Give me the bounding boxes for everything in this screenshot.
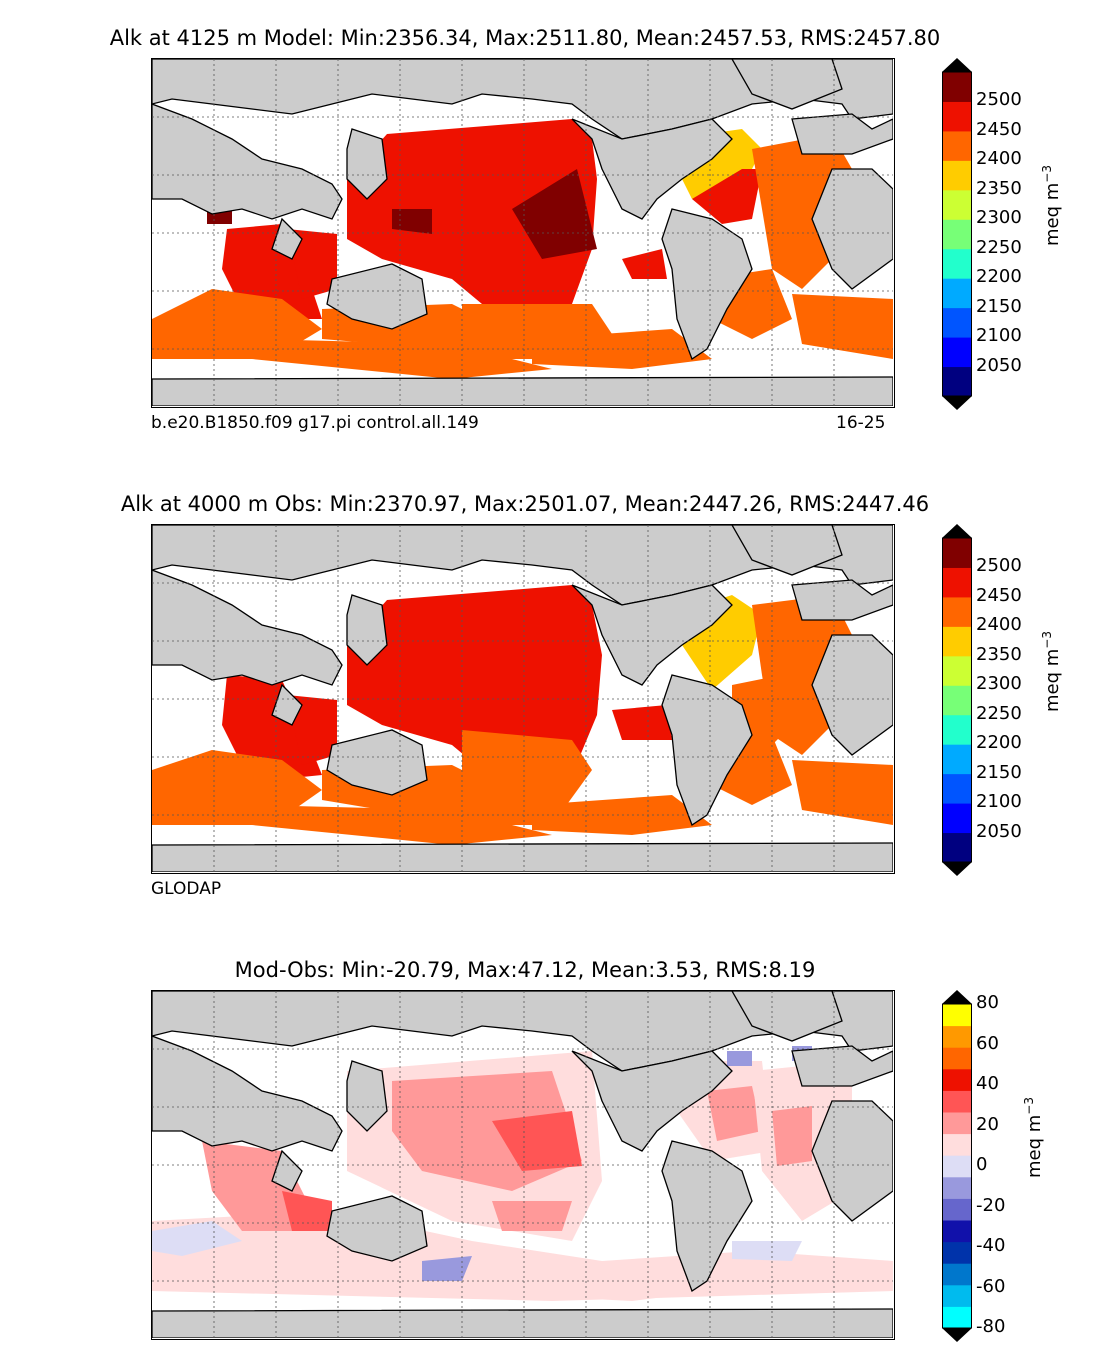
land: [152, 59, 893, 406]
colorbar-segment: [942, 832, 972, 863]
colorbar-segment: [942, 1241, 972, 1264]
colorbar-tick-label: 2100: [976, 325, 1022, 347]
footer-years: 16-25: [836, 413, 886, 433]
gridlines: [152, 991, 893, 1338]
colorbar-segment: [942, 307, 972, 338]
colorbar-tick-label: 2350: [976, 643, 1022, 665]
ocean-field-model: [152, 119, 893, 379]
colorbar-segment: [942, 714, 972, 745]
colorbar-segment: [942, 72, 972, 102]
colorbar-segment: [942, 1306, 972, 1329]
colorbar: [942, 58, 972, 410]
colorbar-tick-label: 20: [976, 1113, 999, 1135]
colorbar-tick-label: 60: [976, 1032, 999, 1054]
colorbar-tick-label: 2200: [976, 266, 1022, 288]
colorbar-segment: [942, 773, 972, 804]
colorbar-segment: [942, 278, 972, 309]
land: [152, 525, 893, 872]
panel-title: Alk at 4000 m Obs: Min:2370.97, Max:2501…: [120, 492, 930, 516]
colorbar-segment: [942, 685, 972, 716]
ocean-field-obs: [152, 585, 893, 845]
colorbar-segment: [942, 337, 972, 368]
colorbar-tick-label: 2400: [976, 148, 1022, 170]
colorbar-tick-label: 2400: [976, 614, 1022, 636]
colorbar-tick-label: 2150: [976, 761, 1022, 783]
footer-source: GLODAP: [151, 879, 222, 899]
panel-diff: Mod-Obs: Min:-20.79, Max:47.12, Mean:3.5…: [0, 932, 1096, 1372]
colorbar-tick-label: 2500: [976, 555, 1022, 577]
colorbar-segment: [942, 1090, 972, 1113]
colorbar-tick-label: 2300: [976, 673, 1022, 695]
colorbar-segment: [942, 189, 972, 220]
colorbar-segment: [942, 1263, 972, 1286]
map-model: [151, 58, 895, 408]
colorbar-segment: [942, 1220, 972, 1243]
colorbar-tick-label: 2450: [976, 584, 1022, 606]
colorbar-extend-low: [942, 862, 972, 876]
panel-title: Mod-Obs: Min:-20.79, Max:47.12, Mean:3.5…: [234, 958, 816, 982]
colorbar-segment: [942, 1112, 972, 1135]
colorbar-segment: [942, 1176, 972, 1199]
colorbar-segment: [942, 1004, 972, 1027]
map-obs: [151, 524, 895, 874]
colorbar-tick-label: 2150: [976, 295, 1022, 317]
colorbar-segment: [942, 366, 972, 397]
colorbar-units: meq m−3: [1022, 1097, 1045, 1178]
colorbar-segment: [942, 101, 972, 132]
colorbar-extend-high: [942, 524, 972, 538]
land: [152, 991, 893, 1338]
panel-obs: Alk at 4000 m Obs: Min:2370.97, Max:2501…: [0, 466, 1096, 906]
colorbar-tick-label: 80: [976, 992, 999, 1013]
colorbar-segment: [942, 596, 972, 627]
colorbar-extend-low: [942, 396, 972, 410]
colorbar-segment: [942, 1198, 972, 1221]
colorbar-tick-label: 2250: [976, 236, 1022, 258]
colorbar-tick-label: -40: [976, 1235, 1006, 1256]
colorbar-tick-label: -80: [976, 1316, 1006, 1337]
colorbar-tick-label: 2250: [976, 702, 1022, 724]
panel-title: Alk at 4125 m Model: Min:2356.34, Max:25…: [109, 26, 941, 50]
colorbar-segment: [942, 803, 972, 834]
footer-case-name: b.e20.B1850.f09 g17.pi control.all.149: [151, 413, 479, 433]
colorbar-tick-label: 2100: [976, 791, 1022, 813]
colorbar: [942, 524, 972, 876]
panel-model: Alk at 4125 m Model: Min:2356.34, Max:25…: [0, 0, 1096, 440]
colorbar-extend-low: [942, 1328, 972, 1342]
colorbar-tick-label: -60: [976, 1275, 1006, 1297]
colorbar-tick-label: 2050: [976, 354, 1022, 376]
colorbar-segment: [942, 655, 972, 686]
colorbar-segment: [942, 130, 972, 161]
colorbar-tick-label: 2300: [976, 207, 1022, 229]
colorbar-tick-label: 0: [976, 1154, 988, 1175]
colorbar-tick-label: 2050: [976, 820, 1022, 842]
colorbar-extend-high: [942, 990, 972, 1004]
colorbar-segment: [942, 1025, 972, 1048]
colorbar-segment: [942, 160, 972, 191]
colorbar-tick-label: 40: [976, 1073, 999, 1094]
colorbar-segment: [942, 1068, 972, 1091]
colorbar-extend-high: [942, 58, 972, 72]
ocean-field-diff: [152, 1046, 893, 1301]
colorbar-units: meq m−3: [1040, 165, 1063, 246]
colorbar-segment: [942, 1284, 972, 1307]
colorbar-segment: [942, 1155, 972, 1178]
colorbar-tick-label: 2350: [976, 177, 1022, 199]
map-diff: [151, 990, 895, 1340]
colorbar-tick-label: 2500: [976, 89, 1022, 111]
colorbar-tick-label: -20: [976, 1194, 1006, 1216]
colorbar-tick-label: 2450: [976, 118, 1022, 140]
colorbar-tick-label: 2200: [976, 732, 1022, 754]
gridlines: [152, 59, 893, 406]
colorbar-segment: [942, 538, 972, 568]
colorbar: [942, 990, 972, 1342]
colorbar-segment: [942, 567, 972, 598]
colorbar-segment: [942, 219, 972, 250]
gridlines: [152, 525, 893, 872]
colorbar-segment: [942, 626, 972, 657]
colorbar-segment: [942, 248, 972, 279]
colorbar-units: meq m−3: [1040, 631, 1063, 712]
colorbar-segment: [942, 744, 972, 775]
colorbar-segment: [942, 1133, 972, 1156]
colorbar-segment: [942, 1047, 972, 1070]
